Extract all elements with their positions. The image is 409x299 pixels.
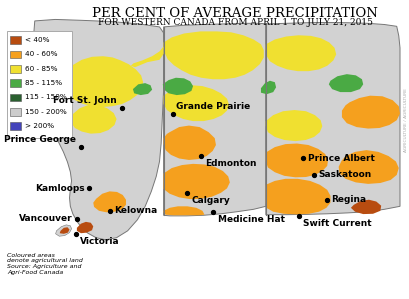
Text: Fort St. John: Fort St. John <box>53 96 117 105</box>
Polygon shape <box>163 78 193 95</box>
Polygon shape <box>266 179 330 214</box>
Bar <box>10 36 21 44</box>
Polygon shape <box>261 81 276 94</box>
Text: Saskatoon: Saskatoon <box>318 170 371 179</box>
Text: Swift Current: Swift Current <box>303 219 371 228</box>
Text: 115 - 150%: 115 - 150% <box>25 94 66 100</box>
Text: Coloured areas
denote agricultural land
Source: Agriculture and
Agri-Food Canada: Coloured areas denote agricultural land … <box>7 253 83 275</box>
Text: Victoria: Victoria <box>80 237 119 246</box>
Text: Prince Albert: Prince Albert <box>308 154 375 163</box>
Bar <box>10 51 21 58</box>
Bar <box>10 122 21 130</box>
Polygon shape <box>351 200 381 214</box>
Text: Prince George: Prince George <box>4 135 76 144</box>
FancyBboxPatch shape <box>7 31 72 138</box>
Polygon shape <box>56 225 72 236</box>
Polygon shape <box>33 19 164 240</box>
Text: Regina: Regina <box>331 195 366 204</box>
Polygon shape <box>266 35 336 71</box>
Text: Grande Prairie: Grande Prairie <box>176 102 250 111</box>
Bar <box>10 79 21 87</box>
Polygon shape <box>164 23 266 216</box>
Text: < 40%: < 40% <box>25 37 49 43</box>
Text: 85 - 115%: 85 - 115% <box>25 80 62 86</box>
Polygon shape <box>266 110 322 141</box>
Polygon shape <box>339 150 399 184</box>
Polygon shape <box>133 83 152 95</box>
Text: Vancouver: Vancouver <box>19 214 73 223</box>
Polygon shape <box>25 44 34 52</box>
Text: 150 - 200%: 150 - 200% <box>25 109 66 115</box>
Text: Medicine Hat: Medicine Hat <box>218 215 285 224</box>
Polygon shape <box>26 40 31 44</box>
Text: FOR WESTERN CANADA FROM APRIL 1 TO JULY 21, 2015: FOR WESTERN CANADA FROM APRIL 1 TO JULY … <box>98 18 373 27</box>
Bar <box>10 108 21 116</box>
Text: 40 - 60%: 40 - 60% <box>25 51 57 57</box>
Text: 60 - 85%: 60 - 85% <box>25 66 57 72</box>
Text: Kamloops: Kamloops <box>36 184 85 193</box>
Polygon shape <box>342 96 400 129</box>
Polygon shape <box>164 85 229 121</box>
Polygon shape <box>93 191 126 212</box>
Bar <box>10 65 21 73</box>
Bar <box>10 94 21 101</box>
Text: > 200%: > 200% <box>25 123 54 129</box>
Polygon shape <box>164 126 216 160</box>
Polygon shape <box>266 144 328 177</box>
Polygon shape <box>164 31 264 79</box>
Polygon shape <box>164 206 204 215</box>
Polygon shape <box>266 22 400 215</box>
Polygon shape <box>71 105 117 134</box>
Text: Edmonton: Edmonton <box>205 159 257 168</box>
Text: Calgary: Calgary <box>191 196 230 205</box>
Polygon shape <box>329 74 363 92</box>
Polygon shape <box>164 164 230 199</box>
Polygon shape <box>77 222 93 233</box>
Text: Kelowna: Kelowna <box>115 206 158 215</box>
Polygon shape <box>61 56 143 107</box>
Text: AGRICULTURE / AGRICULTURE: AGRICULTURE / AGRICULTURE <box>404 88 408 152</box>
Polygon shape <box>60 227 70 234</box>
Text: PER CENT OF AVERAGE PRECIPITATION: PER CENT OF AVERAGE PRECIPITATION <box>92 7 378 19</box>
Polygon shape <box>131 42 164 67</box>
